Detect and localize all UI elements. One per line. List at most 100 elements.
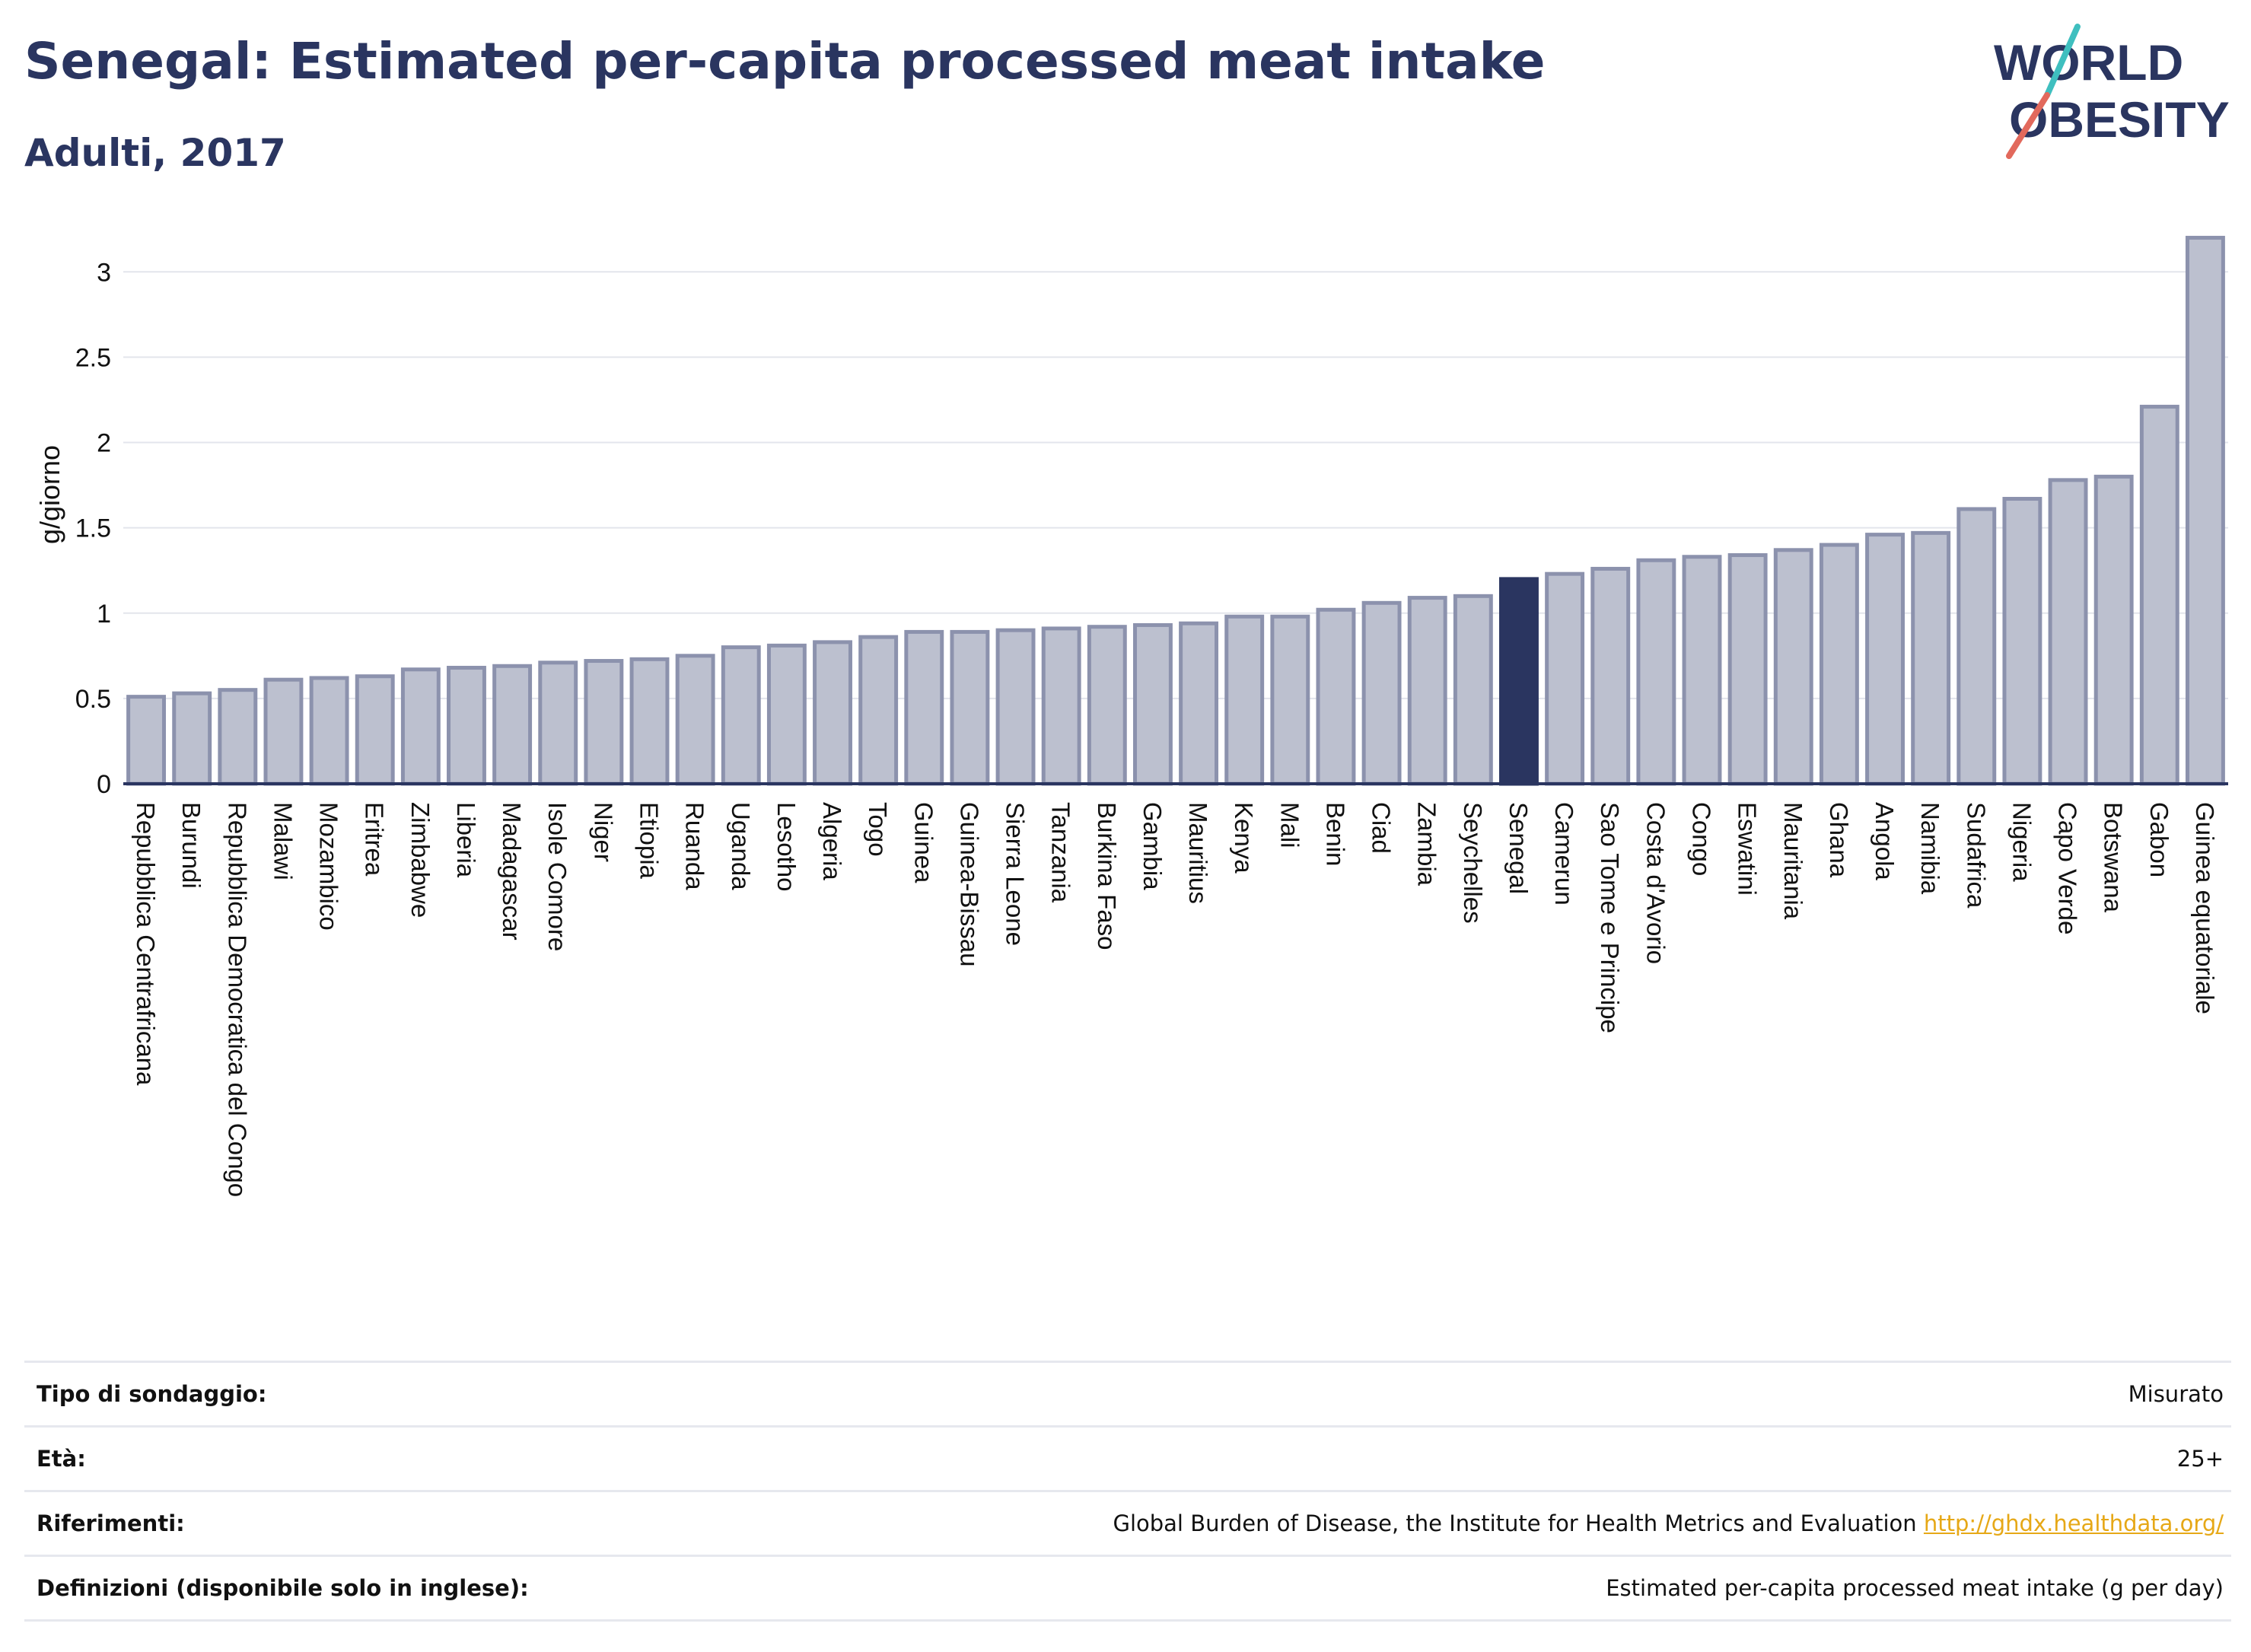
bar-botswana[interactable] [2093,474,2134,786]
bar-zimbabwe[interactable] [400,667,441,786]
definitions-label: Definizioni (disponibile solo in inglese… [37,1575,529,1601]
bar-guinea-bissau[interactable] [950,629,990,786]
bar-ghana[interactable] [1819,543,1859,786]
survey-type-label: Tipo di sondaggio: [37,1381,267,1407]
bar-sierra-leone[interactable] [995,628,1036,786]
bar-gambia[interactable] [1132,622,1173,786]
survey-type-value: Misurato [2128,1381,2224,1407]
bar-repubblica-centrafricana[interactable] [126,695,167,786]
bar-malawi[interactable] [263,677,304,786]
bar-senegal[interactable] [1499,577,1539,786]
bar-namibia[interactable] [1911,530,1951,786]
bar-mauritania[interactable] [1773,548,1813,786]
x-tick-label: Eswatini [1734,802,1762,896]
bar-etiopia[interactable] [629,657,670,786]
bar-mali[interactable] [1270,614,1310,786]
bars [126,235,2225,786]
svg-text:WORLD: WORLD [1994,34,2183,91]
x-tick-label: Capo Verde [2054,802,2082,934]
x-tick-label: Mauritania [1779,802,1807,920]
x-tick-label: Repubblica Democratica del Congo [223,802,251,1197]
bar-niger[interactable] [584,659,624,786]
x-tick-label: Guinea equatoriale [2191,802,2219,1014]
x-tick-label: Isole Comore [543,802,572,951]
bar-zambia[interactable] [1407,596,1447,786]
bar-chart: 0 0.5 1 1.5 2 2.5 3 Repubblica Centrafricana Bu… [34,235,2228,1197]
bar-lesotho[interactable] [766,643,807,786]
x-tick-label: Guinea-Bissau [955,802,983,966]
x-tick-label: Ruanda [681,802,709,890]
bar-camerun[interactable] [1545,571,1585,786]
y-tick-label: 2.5 [75,343,111,372]
bar-costa-d-avorio[interactable] [1636,558,1676,786]
x-tick-label: Congo [1688,802,1716,876]
bar-madagascar[interactable] [492,664,533,786]
y-tick-label: 1.5 [75,514,111,543]
world-obesity-logo: WORLD OBESITY [1994,24,2230,159]
x-tick-label: Guinea [909,802,938,883]
x-tick-label: Ciad [1367,802,1396,854]
references-link[interactable]: http://ghdx.healthdata.org/ [1923,1510,2224,1536]
x-tick-label: Eritrea [361,802,389,877]
bar-ciad[interactable] [1361,600,1402,786]
x-tick-label: Mali [1275,802,1304,848]
x-tick-label: Lesotho [772,802,801,891]
x-tick-label: Botswana [2100,802,2128,913]
bar-guinea-equatoriale[interactable] [2185,235,2225,786]
bar-mozambico[interactable] [309,676,349,786]
bar-burundi[interactable] [172,691,212,786]
bar-togo[interactable] [858,635,899,786]
definitions-row: Definizioni (disponibile solo in inglese… [24,1555,2231,1622]
survey-type-row: Tipo di sondaggio: Misurato [24,1361,2231,1425]
x-tick-label: Burundi [177,802,205,889]
chart-subtitle: Adulti, 2017 [24,131,286,175]
chart-title: Senegal: Estimated per-capita processed … [24,32,1546,91]
x-tick-label: Tanzania [1047,802,1075,903]
y-tick-label: 0.5 [75,685,111,714]
bar-mauritius[interactable] [1179,621,1219,786]
x-tick-label: Burkina Faso [1093,802,1121,950]
bar-uganda[interactable] [721,645,761,786]
age-label: Età: [37,1446,86,1472]
bar-tanzania[interactable] [1041,626,1081,786]
bar-angola[interactable] [1865,533,1905,786]
bar-isole-comore[interactable] [538,660,578,786]
bar-kenya[interactable] [1224,614,1265,786]
bar-eritrea[interactable] [355,674,395,786]
x-tick-label: Mauritius [1184,802,1212,904]
bar-burkina-faso[interactable] [1087,625,1127,786]
x-tick-label: Sudafrica [1962,802,1990,909]
info-table: Tipo di sondaggio: Misurato Età: 25+ Rif… [24,1361,2231,1622]
x-tick-label: Uganda [727,802,755,890]
bar-seychelles[interactable] [1453,594,1493,786]
bar-congo[interactable] [1682,555,1722,786]
x-tick-label: Zambia [1413,802,1441,886]
x-tick-label: Zimbabwe [406,802,435,918]
bar-eswatini[interactable] [1727,553,1768,786]
bar-guinea[interactable] [904,629,944,786]
x-tick-label: Angola [1871,802,1899,880]
bar-sao-tome-e-principe[interactable] [1590,566,1631,786]
x-tick-label: Seychelles [1459,802,1487,924]
bar-benin[interactable] [1316,607,1356,786]
bar-ruanda[interactable] [675,654,715,786]
y-axis-label: g/giorno [34,445,65,544]
x-tick-label: Senegal [1504,802,1533,894]
bar-algeria[interactable] [813,640,852,786]
bar-gabon[interactable] [2139,404,2179,786]
bar-sudafrica[interactable] [1956,507,1997,786]
bar-liberia[interactable] [447,666,486,786]
bar-nigeria[interactable] [2002,497,2042,786]
y-axis-ticks: 0 0.5 1 1.5 2 2.5 3 [75,258,111,799]
x-tick-label: Sierra Leone [1001,802,1030,946]
bar-repubblica-democratica-del-congo[interactable] [218,688,258,786]
references-text: Global Burden of Disease, the Institute … [1113,1510,1917,1536]
x-tick-label: Repubblica Centrafricana [132,802,160,1086]
y-tick-label: 1 [97,600,111,629]
bar-capo-verde[interactable] [2048,478,2088,786]
x-tick-label: Togo [864,802,892,857]
x-tick-label: Niger [589,802,617,862]
x-tick-label: Sao Tome e Principe [1596,802,1624,1033]
x-tick-label: Namibia [1916,802,1944,895]
y-tick-label: 2 [97,429,111,458]
